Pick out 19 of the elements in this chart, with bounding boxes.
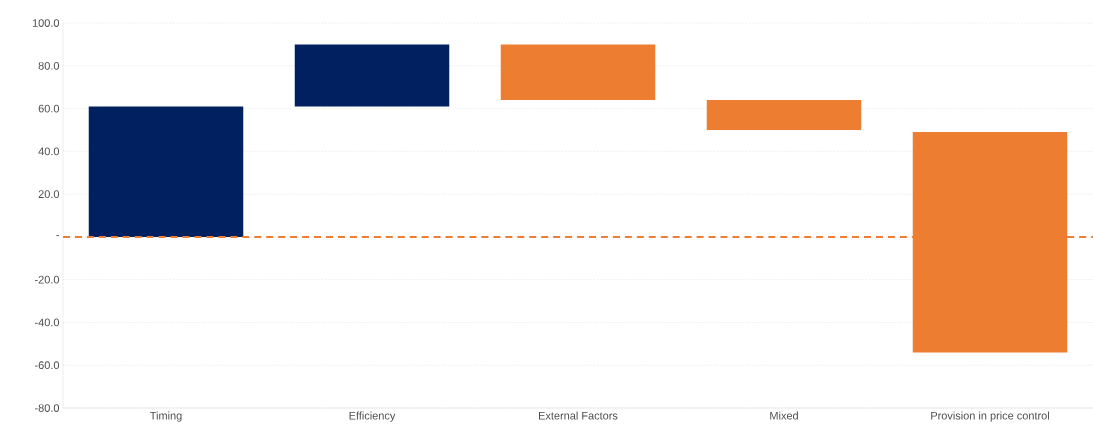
y-tick-label: 40.0 [38,147,60,156]
y-tick-label: -20.0 [34,275,60,284]
bar [294,44,450,107]
x-tick-label: Provision in price control [931,411,1049,422]
bar [706,100,862,130]
x-tick-label: Mixed [770,411,798,420]
y-tick-label: 100.0 [32,19,60,27]
x-tick-label: External Factors [539,411,618,420]
x-tick-label: Timing [150,411,182,422]
bar [500,44,656,100]
y-tick-label: -40.0 [34,318,60,327]
bar [88,106,244,237]
x-tick-label: Efficiency [349,411,396,422]
y-tick-label: 60.0 [38,104,60,113]
y-tick-label: -80.0 [34,404,60,412]
y-tick-label: - [56,235,59,237]
y-tick-label: 20.0 [38,190,60,198]
y-tick-label: -60.0 [34,361,60,370]
y-tick-label: 80.0 [38,61,60,70]
